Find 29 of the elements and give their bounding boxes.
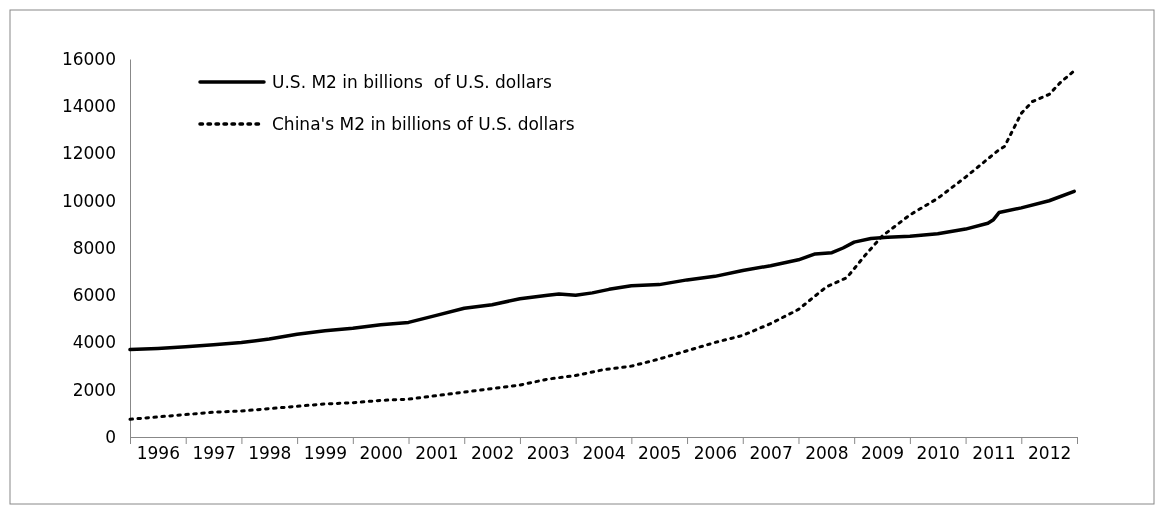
y-tick-label: 0 [105, 426, 116, 447]
x-tick-label: 2006 [693, 443, 738, 464]
y-tick-label: 10000 [61, 190, 116, 211]
x-tick-label: 1998 [248, 443, 292, 464]
x-tick-label: 2004 [582, 443, 626, 464]
x-tick-label: 2010 [916, 443, 960, 464]
x-tick-label: 2007 [749, 443, 793, 464]
x-tick-label: 2008 [805, 443, 849, 464]
x-tick-label: 2002 [470, 443, 515, 464]
legend-label: U.S. M2 in billions of U.S. dollars [272, 71, 553, 92]
x-tick-label: 2012 [1028, 443, 1072, 464]
x-tick-label: 1999 [303, 443, 348, 464]
y-tick-label: 16000 [61, 48, 116, 69]
x-tick-label: 2001 [415, 443, 459, 464]
y-tick-label: 14000 [61, 96, 116, 117]
x-tick-label: 2005 [638, 443, 682, 464]
line-series [128, 69, 1076, 421]
y-tick-label: 4000 [72, 332, 116, 353]
x-tick-label: 2011 [972, 443, 1016, 464]
y-tick-label: 6000 [72, 285, 116, 306]
y-tick-label: 8000 [72, 237, 116, 258]
x-tick-label: 1997 [192, 443, 236, 464]
x-tick-label: 1996 [136, 443, 180, 464]
y-tick-label: 12000 [61, 143, 116, 164]
x-tick-label: 2003 [526, 443, 570, 464]
y-tick-label: 2000 [72, 379, 116, 400]
x-tick-label: 2000 [359, 443, 403, 464]
x-tick-label: 2009 [860, 443, 905, 464]
legend-label: China's M2 in billions of U.S. dollars [272, 113, 575, 134]
